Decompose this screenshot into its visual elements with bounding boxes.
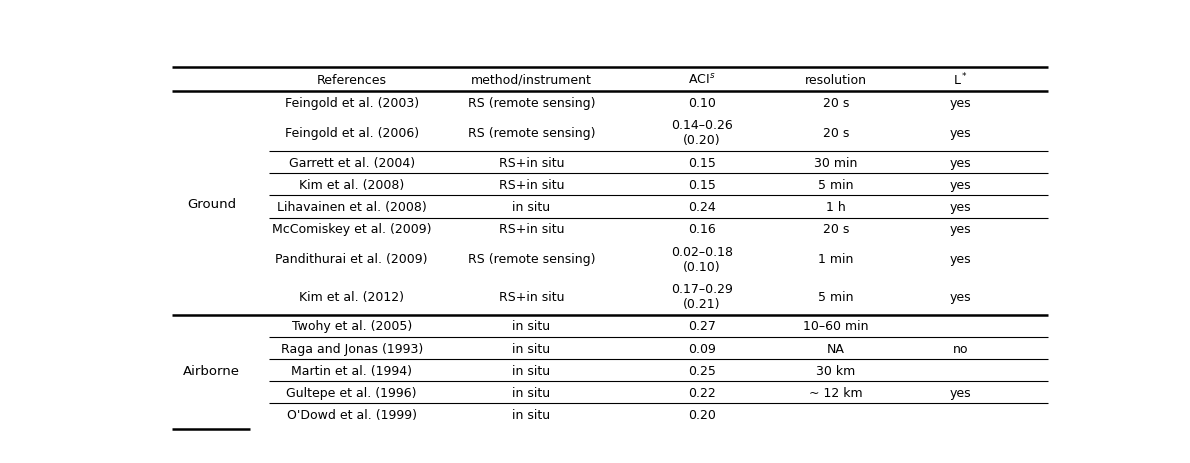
Text: Lihavainen et al. (2008): Lihavainen et al. (2008) [277,200,426,213]
Text: NA: NA [827,342,845,355]
Text: 0.09: 0.09 [688,342,716,355]
Text: RS (remote sensing): RS (remote sensing) [468,97,595,110]
Text: ACI$^s$: ACI$^s$ [688,73,716,87]
Text: RS (remote sensing): RS (remote sensing) [468,252,595,265]
Text: Twohy et al. (2005): Twohy et al. (2005) [292,319,412,332]
Text: RS+in situ: RS+in situ [499,290,564,303]
Text: RS (remote sensing): RS (remote sensing) [468,126,595,139]
Text: method/instrument: method/instrument [471,74,591,87]
Text: 1 min: 1 min [819,252,853,265]
Text: 30 km: 30 km [816,364,856,377]
Text: (0.21): (0.21) [683,297,721,310]
Text: Kim et al. (2008): Kim et al. (2008) [299,179,405,192]
Text: Feingold et al. (2006): Feingold et al. (2006) [284,126,419,139]
Text: 0.22: 0.22 [688,386,716,399]
Text: Raga and Jonas (1993): Raga and Jonas (1993) [281,342,422,355]
Text: yes: yes [950,179,971,192]
Text: L$^*$: L$^*$ [953,72,967,88]
Text: 0.15: 0.15 [688,179,716,192]
Text: Feingold et al. (2003): Feingold et al. (2003) [284,97,419,110]
Text: Garrett et al. (2004): Garrett et al. (2004) [289,156,414,169]
Text: yes: yes [950,156,971,169]
Text: 0.16: 0.16 [688,223,716,236]
Text: in situ: in situ [513,342,551,355]
Text: ~ 12 km: ~ 12 km [809,386,863,399]
Text: Gultepe et al. (1996): Gultepe et al. (1996) [287,386,416,399]
Text: 0.10: 0.10 [688,97,716,110]
Text: 0.15: 0.15 [688,156,716,169]
Text: RS+in situ: RS+in situ [499,223,564,236]
Text: yes: yes [950,223,971,236]
Text: McComiskey et al. (2009): McComiskey et al. (2009) [271,223,432,236]
Text: yes: yes [950,200,971,213]
Text: Kim et al. (2012): Kim et al. (2012) [299,290,405,303]
Text: 0.17–0.29: 0.17–0.29 [671,282,733,295]
Text: in situ: in situ [513,386,551,399]
Text: Martin et al. (1994): Martin et al. (1994) [292,364,412,377]
Text: 20 s: 20 s [822,223,848,236]
Text: resolution: resolution [804,74,866,87]
Text: yes: yes [950,126,971,139]
Text: 20 s: 20 s [822,126,848,139]
Text: 5 min: 5 min [818,290,853,303]
Text: yes: yes [950,290,971,303]
Text: yes: yes [950,97,971,110]
Text: 0.20: 0.20 [688,408,716,421]
Text: 1 h: 1 h [826,200,846,213]
Text: 0.02–0.18: 0.02–0.18 [671,245,733,258]
Text: References: References [317,74,387,87]
Text: in situ: in situ [513,319,551,332]
Text: 30 min: 30 min [814,156,858,169]
Text: yes: yes [950,386,971,399]
Text: 0.25: 0.25 [688,364,716,377]
Text: RS+in situ: RS+in situ [499,179,564,192]
Text: (0.10): (0.10) [683,260,721,273]
Text: O'Dowd et al. (1999): O'Dowd et al. (1999) [287,408,416,421]
Text: 0.24: 0.24 [688,200,716,213]
Text: (0.20): (0.20) [683,134,721,147]
Text: 0.27: 0.27 [688,319,716,332]
Text: 20 s: 20 s [822,97,848,110]
Text: Pandithurai et al. (2009): Pandithurai et al. (2009) [275,252,428,265]
Text: 10–60 min: 10–60 min [803,319,869,332]
Text: Ground: Ground [187,197,236,210]
Text: Airborne: Airborne [183,364,240,377]
Text: in situ: in situ [513,408,551,421]
Text: 0.14–0.26: 0.14–0.26 [671,119,733,132]
Text: in situ: in situ [513,364,551,377]
Text: yes: yes [950,252,971,265]
Text: 5 min: 5 min [818,179,853,192]
Text: in situ: in situ [513,200,551,213]
Text: no: no [952,342,969,355]
Text: RS+in situ: RS+in situ [499,156,564,169]
